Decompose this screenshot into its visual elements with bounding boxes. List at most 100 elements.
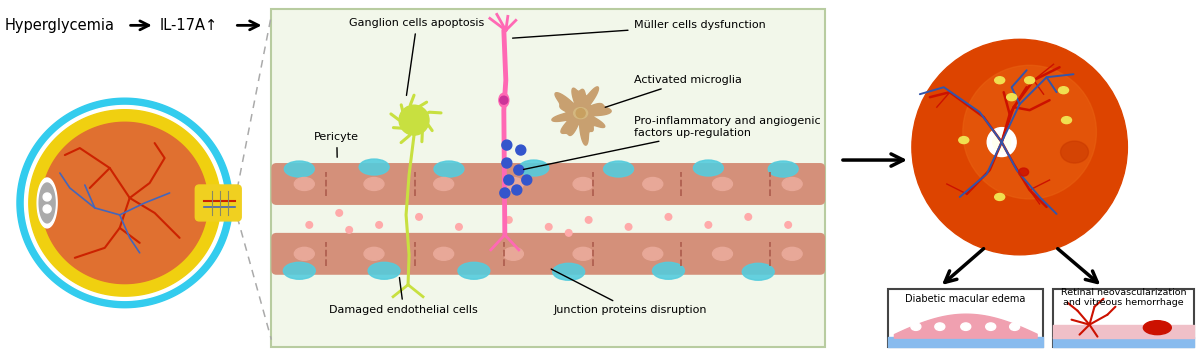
Ellipse shape — [643, 178, 662, 191]
Ellipse shape — [985, 323, 996, 331]
Circle shape — [988, 127, 1016, 157]
Ellipse shape — [713, 247, 732, 260]
Circle shape — [546, 224, 552, 230]
Polygon shape — [42, 122, 208, 284]
Ellipse shape — [782, 178, 802, 191]
Circle shape — [665, 214, 672, 220]
Text: Retinal neovascularization
and vitreous hemorrhage: Retinal neovascularization and vitreous … — [1061, 288, 1186, 307]
Text: Hyperglycemia: Hyperglycemia — [5, 18, 115, 33]
Circle shape — [500, 188, 510, 198]
Ellipse shape — [1007, 94, 1016, 101]
Ellipse shape — [553, 263, 584, 280]
FancyBboxPatch shape — [888, 289, 1043, 346]
Polygon shape — [552, 87, 611, 145]
Circle shape — [376, 222, 383, 228]
Ellipse shape — [643, 247, 662, 260]
Ellipse shape — [1019, 168, 1028, 176]
Ellipse shape — [1009, 323, 1020, 331]
Circle shape — [785, 222, 792, 228]
Ellipse shape — [743, 263, 774, 280]
Ellipse shape — [653, 262, 684, 279]
Ellipse shape — [768, 161, 798, 177]
Circle shape — [415, 214, 422, 220]
Circle shape — [576, 109, 586, 118]
Ellipse shape — [604, 161, 634, 177]
Ellipse shape — [518, 160, 548, 176]
Ellipse shape — [1144, 321, 1171, 335]
Text: Müller cells dysfunction: Müller cells dysfunction — [512, 20, 766, 38]
Text: Pro-inflammatory and angiogenic
factors up-regulation: Pro-inflammatory and angiogenic factors … — [523, 116, 820, 169]
Ellipse shape — [1025, 77, 1034, 84]
Ellipse shape — [458, 262, 490, 279]
Text: Junction proteins disruption: Junction proteins disruption — [551, 269, 707, 315]
Ellipse shape — [364, 247, 384, 260]
Ellipse shape — [574, 178, 593, 191]
Ellipse shape — [961, 323, 971, 331]
Ellipse shape — [294, 178, 314, 191]
FancyBboxPatch shape — [271, 233, 826, 275]
Circle shape — [505, 217, 512, 223]
Ellipse shape — [935, 323, 944, 331]
Circle shape — [512, 185, 522, 195]
Ellipse shape — [433, 247, 454, 260]
Text: Diabetic macular edema: Diabetic macular edema — [905, 294, 1026, 304]
Ellipse shape — [504, 178, 523, 191]
Polygon shape — [37, 178, 58, 228]
Ellipse shape — [995, 77, 1004, 84]
Circle shape — [336, 209, 342, 216]
Polygon shape — [24, 105, 224, 300]
Circle shape — [992, 133, 1010, 151]
Circle shape — [500, 96, 508, 104]
Text: Activated microglia: Activated microglia — [605, 75, 742, 107]
Ellipse shape — [694, 160, 724, 176]
Circle shape — [516, 145, 526, 155]
Polygon shape — [43, 193, 52, 201]
Circle shape — [912, 39, 1127, 255]
Ellipse shape — [284, 161, 314, 177]
FancyBboxPatch shape — [196, 185, 241, 221]
Circle shape — [504, 175, 514, 185]
Ellipse shape — [364, 178, 384, 191]
Ellipse shape — [959, 137, 968, 143]
Ellipse shape — [911, 323, 920, 331]
Ellipse shape — [283, 262, 316, 279]
Circle shape — [565, 230, 572, 236]
Ellipse shape — [995, 193, 1004, 201]
Text: IL-17A↑: IL-17A↑ — [160, 18, 218, 33]
Circle shape — [586, 217, 592, 223]
Polygon shape — [17, 98, 233, 308]
Polygon shape — [29, 110, 221, 296]
Ellipse shape — [433, 178, 454, 191]
Ellipse shape — [499, 93, 509, 107]
Circle shape — [522, 175, 532, 185]
Ellipse shape — [782, 247, 802, 260]
Ellipse shape — [1062, 117, 1072, 124]
Ellipse shape — [294, 247, 314, 260]
Circle shape — [625, 224, 632, 230]
Circle shape — [514, 165, 523, 175]
FancyBboxPatch shape — [271, 9, 826, 346]
Text: Ganglion cells apoptosis: Ganglion cells apoptosis — [349, 18, 485, 95]
Ellipse shape — [368, 262, 400, 279]
Text: Pericyte: Pericyte — [314, 132, 359, 157]
Ellipse shape — [434, 161, 464, 177]
Polygon shape — [43, 205, 52, 213]
Circle shape — [346, 226, 353, 233]
FancyBboxPatch shape — [271, 163, 826, 205]
Text: Damaged endothelial cells: Damaged endothelial cells — [329, 278, 478, 315]
Ellipse shape — [1061, 141, 1088, 163]
Circle shape — [456, 224, 462, 230]
Polygon shape — [40, 183, 55, 223]
Circle shape — [400, 105, 430, 135]
Circle shape — [962, 65, 1097, 199]
FancyBboxPatch shape — [1052, 289, 1194, 346]
Circle shape — [306, 222, 312, 228]
Circle shape — [502, 140, 512, 150]
Circle shape — [502, 158, 512, 168]
Ellipse shape — [713, 178, 732, 191]
Circle shape — [706, 222, 712, 228]
Ellipse shape — [359, 159, 389, 175]
Ellipse shape — [574, 108, 588, 119]
Ellipse shape — [1058, 87, 1068, 94]
Ellipse shape — [574, 247, 593, 260]
